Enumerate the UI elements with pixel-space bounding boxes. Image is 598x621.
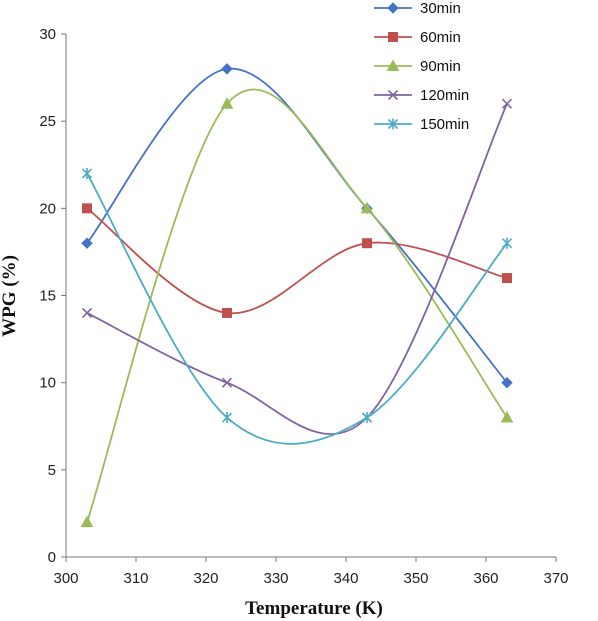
data-point-120min <box>221 377 233 388</box>
x-tick-label: 370 <box>543 570 568 587</box>
y-tick-label: 25 <box>39 113 56 130</box>
y-axis-title: WPG (%) <box>0 255 20 337</box>
legend-marker <box>387 118 399 130</box>
data-point-60min <box>222 307 232 318</box>
legend-label: 30min <box>420 0 461 17</box>
y-tick-label: 10 <box>39 375 56 392</box>
data-point-90min <box>80 515 94 528</box>
data-point-150min <box>81 167 93 179</box>
x-tick-label: 300 <box>53 570 78 587</box>
x-tick-label: 350 <box>403 570 428 587</box>
data-point-60min <box>362 238 372 249</box>
legend-label: 120min <box>420 87 469 104</box>
data-point-120min <box>501 98 513 109</box>
series-90min <box>80 88 514 528</box>
series-60min <box>82 203 512 318</box>
legend-marker <box>388 32 398 42</box>
series-line-90min <box>86 88 508 523</box>
series-line-60min <box>86 207 508 314</box>
x-tick-label: 340 <box>333 570 358 587</box>
data-point-60min <box>502 273 512 284</box>
data-point-30min <box>501 376 513 389</box>
series-150min <box>81 167 513 445</box>
data-point-120min <box>81 307 93 318</box>
y-tick-label: 0 <box>48 549 56 566</box>
legend-item-60min: 60min <box>374 29 461 46</box>
legend-item-120min: 120min <box>374 87 469 104</box>
y-tick-label: 5 <box>48 462 56 479</box>
legend-item-150min: 150min <box>374 116 469 133</box>
legend-item-90min: 90min <box>374 58 461 75</box>
series-30min <box>81 63 513 389</box>
axes: 0 5 10 15 20 25 30 300 310 320 330 340 350 360 370 <box>39 26 568 587</box>
data-point-150min <box>361 412 373 424</box>
series-layer <box>80 63 514 528</box>
data-point-90min <box>360 201 374 214</box>
x-tick-label: 320 <box>193 570 218 587</box>
legend-label: 60min <box>420 29 461 46</box>
legend-marker <box>386 59 400 71</box>
data-point-90min <box>500 410 514 423</box>
x-tick-label: 330 <box>263 570 288 587</box>
legend-marker <box>387 89 399 101</box>
series-line-120min <box>86 103 508 435</box>
x-tick-label: 310 <box>123 570 148 587</box>
data-point-60min <box>82 203 92 214</box>
y-tick-label: 30 <box>39 26 56 43</box>
y-tick-label: 20 <box>39 200 56 217</box>
legend-marker <box>387 2 399 14</box>
series-line-150min <box>86 173 508 445</box>
legend-item-30min: 30min <box>374 0 461 17</box>
legend-label: 90min <box>420 58 461 75</box>
data-point-90min <box>220 97 234 109</box>
data-point-150min <box>221 412 233 424</box>
x-tick-label: 360 <box>473 570 498 587</box>
y-tick-label: 15 <box>39 288 56 305</box>
legend: 30min 60min 90min 120min 150min <box>374 0 469 133</box>
x-axis-title: Temperature (K) <box>245 598 383 619</box>
legend-label: 150min <box>420 116 469 133</box>
data-point-150min <box>501 237 513 249</box>
data-point-30min <box>81 237 93 249</box>
data-point-30min <box>221 63 233 75</box>
